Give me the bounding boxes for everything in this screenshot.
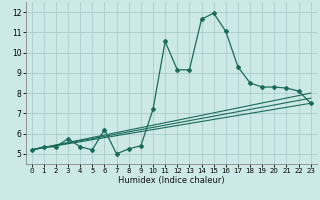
X-axis label: Humidex (Indice chaleur): Humidex (Indice chaleur) (118, 176, 225, 185)
